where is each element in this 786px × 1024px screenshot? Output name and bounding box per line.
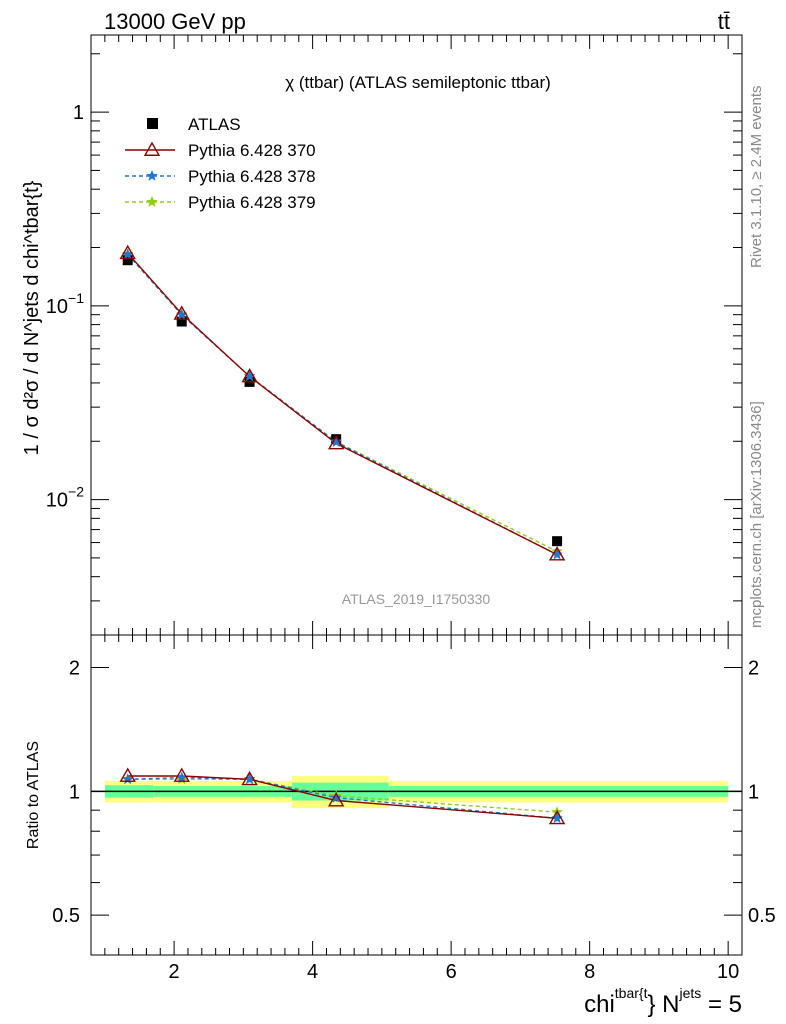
series-marker	[327, 434, 345, 450]
ratio-series-marker	[330, 791, 343, 803]
plot-frames	[90, 34, 743, 956]
data-point-marker	[552, 536, 563, 547]
series-marker	[243, 370, 256, 382]
ratio-series-marker	[241, 770, 258, 786]
y-axis-label: 1 / σ d²σ / d N^jets d chi^tbar{t}	[21, 180, 43, 455]
ratio-series-marker	[119, 767, 136, 782]
ratio-y-tick-label-right: 1	[748, 781, 759, 803]
series-marker	[548, 546, 566, 561]
ratio-y-tick-label-left: 1	[69, 781, 80, 803]
series-line	[127, 253, 558, 553]
x-tick-label: 10	[717, 961, 739, 983]
axis-ticks	[90, 35, 743, 956]
ratio-series-marker	[243, 773, 256, 785]
series-line	[127, 254, 558, 556]
ratio-series-marker	[548, 809, 566, 825]
legend-marker-atlas	[147, 118, 158, 129]
header-left-text: 13000 GeV pp	[104, 9, 246, 34]
ratio-y-axis-label: Ratio to ATLAS	[25, 741, 42, 849]
ratio-y-tick-label-right: 2	[748, 658, 759, 680]
x-axis-label-sup1: tbar{t	[615, 985, 648, 1001]
series-marker	[330, 435, 343, 448]
legend-marker	[143, 141, 161, 156]
x-axis-label-sup2: jets	[679, 985, 702, 1001]
axis-tick-labels: 2 4 6 8 10 1 10−1 10−2 0.5 0.5 1 1 2 2	[46, 102, 776, 983]
plot-title: χ (ttbar) (ATLAS semileptonic ttbar)	[285, 73, 551, 92]
legend-label-atlas: ATLAS	[188, 115, 241, 134]
legend-marker	[146, 169, 158, 181]
legend-label: Pythia 6.428 370	[188, 141, 316, 160]
legend-label: Pythia 6.428 379	[188, 193, 316, 212]
series-marker	[119, 244, 136, 260]
ratio-y-tick-label-right: 0.5	[748, 905, 776, 927]
rivet-version-text: Rivet 3.1.10, ≥ 2.4M events	[748, 86, 765, 269]
ratio-series-marker	[327, 792, 345, 807]
ratio-y-tick-label-left: 0.5	[52, 905, 80, 927]
legend-label: Pythia 6.428 378	[188, 167, 316, 186]
x-tick-label: 6	[446, 961, 457, 983]
series-marker	[551, 548, 563, 560]
x-axis-label-mid: } N	[647, 991, 679, 1018]
x-axis-label-main: chi	[584, 991, 615, 1018]
uncertainty-bands	[91, 775, 742, 809]
ratio-series-marker	[551, 812, 563, 824]
legend-marker	[146, 195, 158, 207]
x-tick-label: 8	[584, 961, 595, 983]
series-lines	[127, 252, 558, 819]
y-tick-label: 1	[73, 102, 84, 124]
series-line	[127, 252, 558, 556]
legend: ATLAS Pythia 6.428 370 Pythia 6.428 378 Pyt…	[125, 115, 316, 212]
x-axis-label: chitbar{t} Njets = 5	[584, 985, 742, 1018]
mcplots-text: mcplots.cern.ch [arXiv:1306.3436]	[748, 401, 765, 628]
x-axis-label-tail: = 5	[701, 991, 742, 1018]
series-marker	[173, 305, 190, 320]
series-marker	[241, 368, 258, 383]
y-tick-label: 10−2	[46, 484, 84, 512]
ratio-y-tick-label-left: 2	[69, 658, 80, 680]
data-point-marker	[122, 255, 133, 266]
data-point-marker	[176, 316, 187, 327]
ratio-series-marker	[173, 767, 190, 782]
series-markers	[119, 244, 566, 825]
ratio-plot-frame	[90, 634, 743, 956]
x-tick-label: 2	[169, 961, 180, 983]
y-tick-label: 10−1	[46, 290, 84, 318]
header-right-text: tt̄	[718, 9, 730, 34]
x-tick-label: 4	[307, 961, 318, 983]
analysis-id-label: ATLAS_2019_I1750330	[342, 591, 491, 607]
